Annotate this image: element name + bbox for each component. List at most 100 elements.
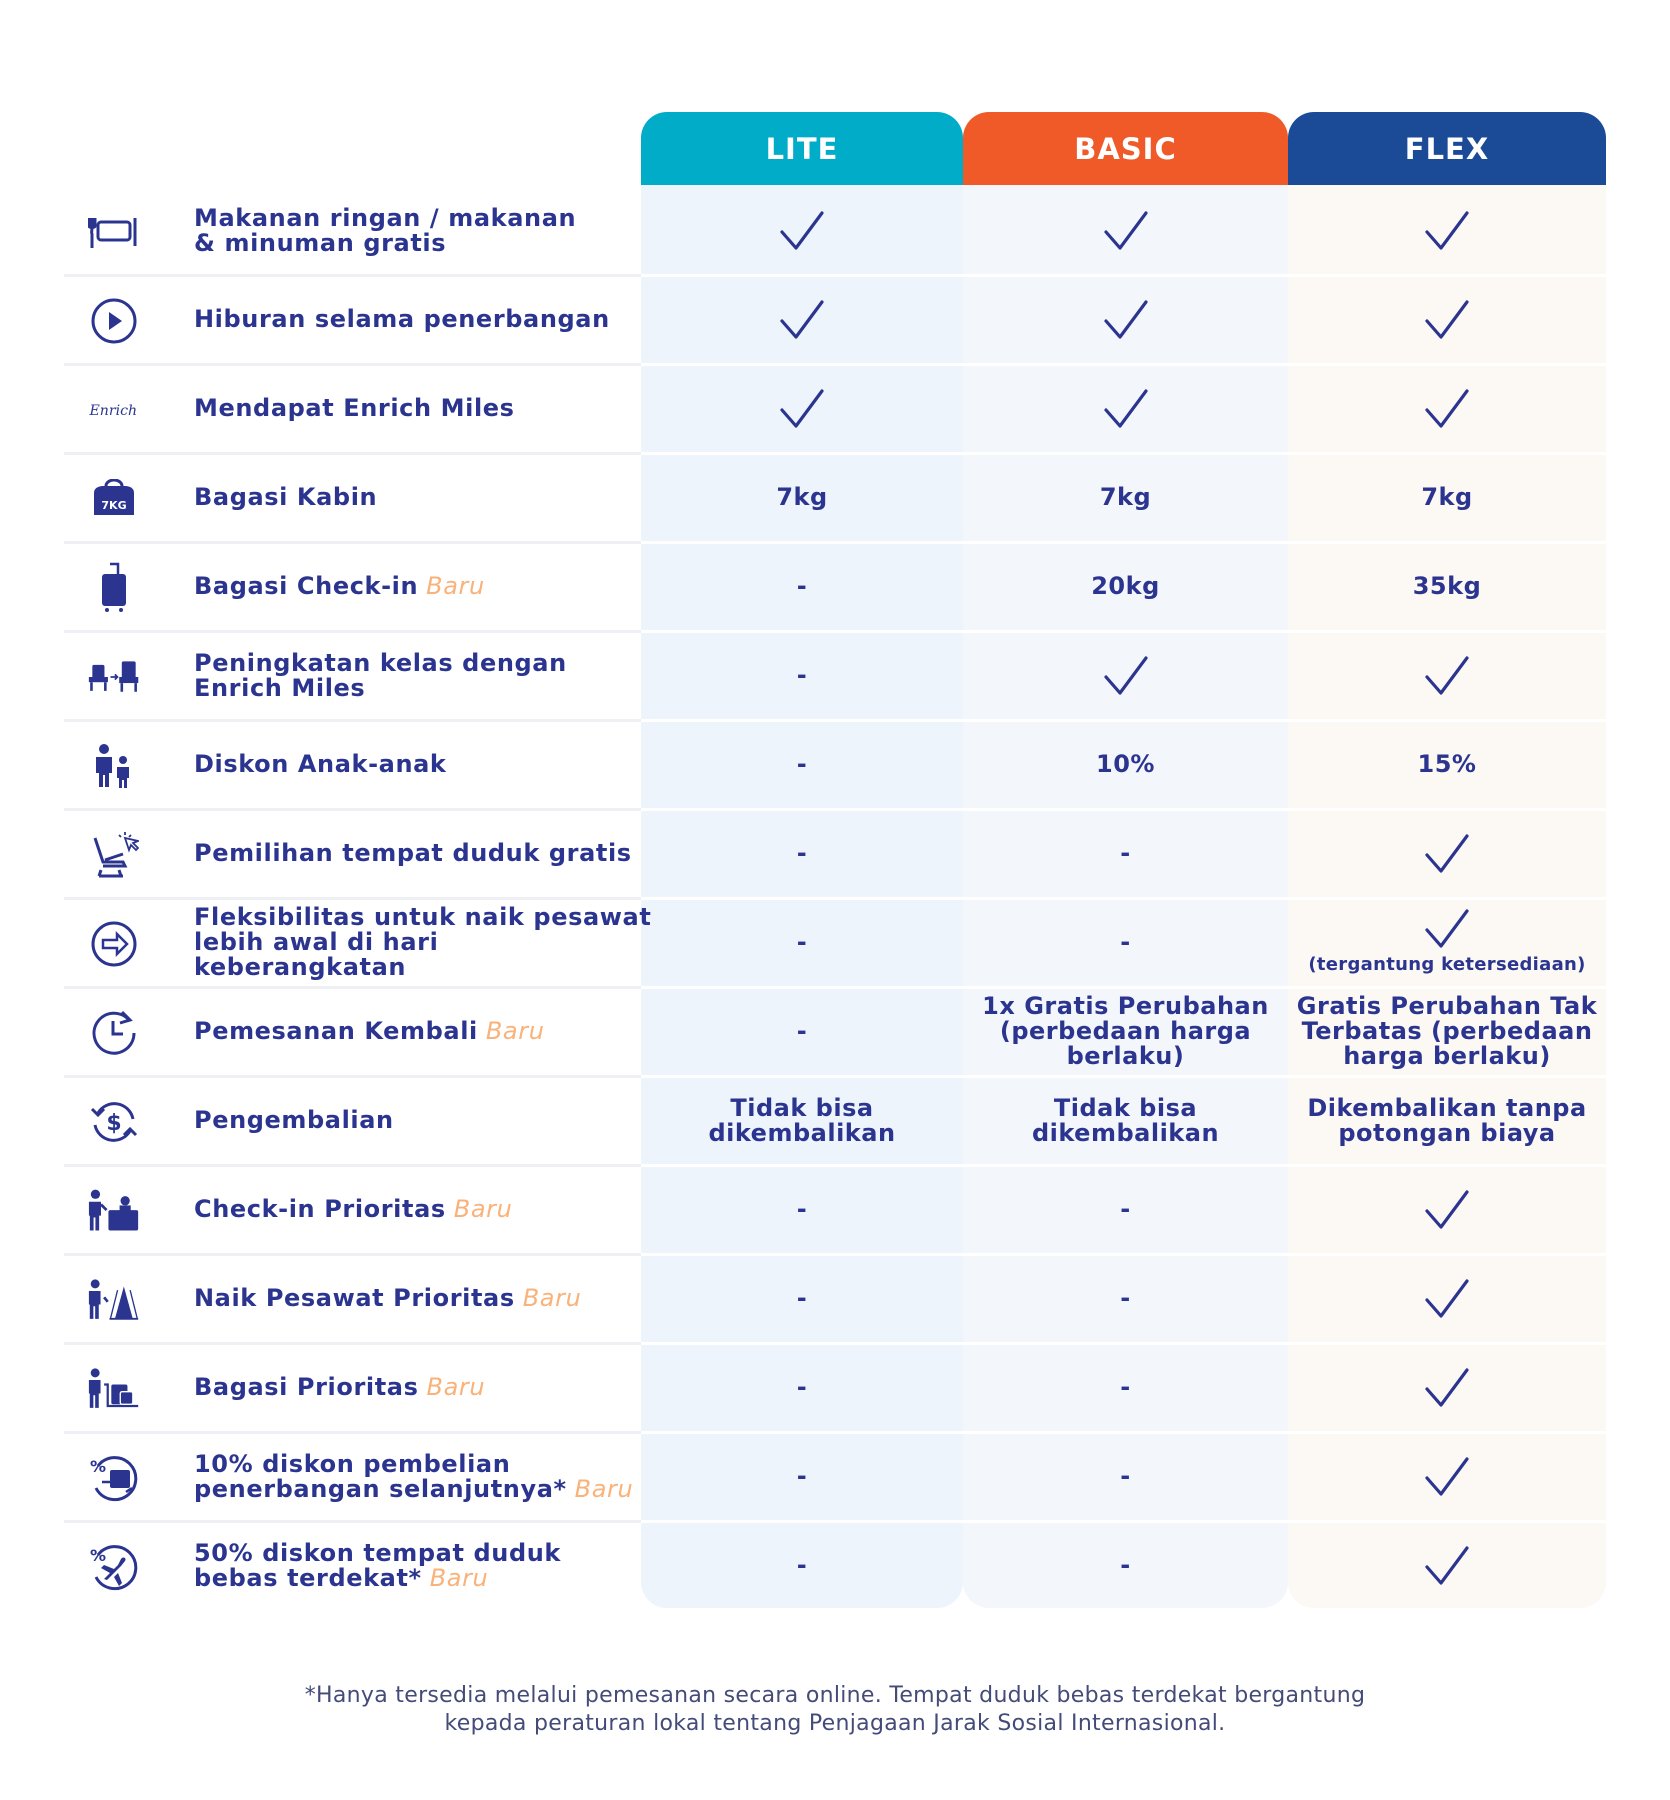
footnote-line: kepada peraturan lokal tentang Penjagaan… [444, 1711, 1226, 1736]
cell-flex [1288, 275, 1606, 364]
table-row: Peningkatan kelas dengan Enrich Miles - [64, 631, 1606, 720]
cell-value: - [797, 1286, 807, 1311]
cell-value-line: - [1120, 928, 1131, 956]
row-divider [64, 452, 641, 455]
cell-value: - [1120, 930, 1130, 955]
feature-label-text: 50% diskon tempat duduk [194, 1538, 561, 1567]
family-icon [88, 740, 140, 792]
cell-value: - [797, 930, 807, 955]
cell-value: 7kg [776, 485, 827, 510]
cell-value-line: 20kg [1091, 572, 1160, 600]
table-row: Pemesanan Kembali Baru - 1x Gratis Perubaha… [64, 987, 1606, 1076]
availability-note: (tergantung ketersediaan) [1308, 954, 1586, 975]
check-icon [1425, 1545, 1469, 1585]
check-icon [1103, 655, 1148, 695]
check-icon [780, 388, 824, 428]
cell-value-line: dikembalikan [708, 1118, 896, 1147]
check-icon [1103, 299, 1148, 339]
row-divider [641, 1075, 1606, 1078]
check-icon [1425, 833, 1469, 873]
feature-label-text: Makanan ringan / makanan [194, 203, 577, 232]
cell-value: Tidak bisa dikembalikan [708, 1095, 896, 1147]
feature-label-text: Naik Pesawat Prioritas [194, 1284, 515, 1312]
cell-basic: 1x Gratis Perubahan (perbedaan harga berla… [963, 987, 1288, 1076]
svg-text:7KG: 7KG [101, 499, 126, 512]
check-icon [1425, 210, 1469, 250]
cell-value-line: - [796, 661, 808, 689]
check-icon [1425, 388, 1469, 428]
cell-value-line: - [1120, 1195, 1131, 1223]
feature-label: Pemilihan tempat duduk gratis [194, 809, 654, 898]
cell-value: - [797, 1464, 807, 1489]
footnote: *Hanya tersedia melalui pemesanan secara… [0, 1682, 1670, 1738]
svg-text:%: % [90, 1546, 106, 1565]
check-icon [1103, 388, 1148, 428]
flexible-arrow-icon [88, 918, 140, 970]
meal-icon [88, 206, 140, 258]
feature-label-line: Check-in Prioritas Baru [194, 1197, 654, 1222]
cell-value: - [797, 841, 807, 866]
cell-value-line: harga berlaku) [1343, 1042, 1551, 1070]
new-badge: Baru [429, 1563, 489, 1592]
feature-label-text: penerbangan selanjutnya* [194, 1474, 567, 1503]
cell-value: - [797, 663, 807, 688]
cell-value-line: 10% [1096, 750, 1155, 778]
header-basic: BASIC [963, 112, 1288, 185]
check-icon [1425, 1367, 1469, 1407]
cell-flex: Dikembalikan tanpa potongan biaya [1288, 1076, 1606, 1165]
cell-lite: - [641, 1343, 963, 1432]
cell-value: - [1120, 1286, 1130, 1311]
check-icon [1425, 1456, 1469, 1496]
cell-lite: - [641, 1432, 963, 1521]
feature-label-line: Bagasi Check-in Baru [194, 574, 654, 599]
row-divider [641, 1164, 1606, 1167]
feature-label: Makanan ringan / makanan & minuman gratis [194, 186, 654, 275]
cell-value-line: - [1120, 1462, 1131, 1490]
footnote-line: *Hanya tersedia melalui pemesanan secara… [304, 1683, 1366, 1708]
feature-label: Bagasi Kabin [194, 453, 654, 542]
new-badge: Baru [574, 1474, 634, 1503]
cell-lite: - [641, 1254, 963, 1343]
table-row: % 50% diskon tempat duduk bebas terdekat* B… [64, 1521, 1606, 1610]
feature-label-line: Pemesanan Kembali Baru [194, 1019, 654, 1044]
cell-flex: Gratis Perubahan Tak Terbatas (perbedaan h… [1288, 987, 1606, 1076]
cell-value-line: - [1120, 839, 1131, 867]
cell-lite: 7kg [641, 453, 963, 542]
discount-seat-icon: % [88, 1541, 140, 1593]
feature-label-line: Makanan ringan / makanan [194, 203, 654, 232]
cell-value-line: - [796, 1284, 808, 1312]
cell-value-line: Dikembalikan tanpa [1307, 1093, 1587, 1122]
cell-basic: - [963, 1254, 1288, 1343]
cell-basic [963, 631, 1288, 720]
feature-label-line: Hiburan selama penerbangan [194, 307, 654, 332]
row-divider [64, 363, 641, 366]
cell-lite: - [641, 898, 963, 987]
row-divider [641, 986, 1606, 989]
feature-label: Pengembalian [194, 1076, 654, 1165]
feature-label-line: 10% diskon pembelian [194, 1451, 654, 1477]
cell-flex [1288, 631, 1606, 720]
cell-lite: Tidak bisa dikembalikan [641, 1076, 963, 1165]
cell-flex [1288, 186, 1606, 275]
cell-value-line: - [796, 839, 808, 867]
cell-value: - [797, 574, 807, 599]
cell-lite [641, 364, 963, 453]
feature-label: Fleksibilitas untuk naik pesawat lebih aw… [194, 898, 654, 987]
row-divider [64, 1520, 641, 1523]
cell-value: - [797, 752, 807, 777]
table-row: 7KG Bagasi Kabin 7kg 7kg 7kg [64, 453, 1606, 542]
feature-label-line: penerbangan selanjutnya* Baru [194, 1474, 654, 1503]
new-badge: Baru [522, 1284, 582, 1312]
rebook-clock-icon [88, 1007, 140, 1059]
cell-basic: 10% [963, 720, 1288, 809]
row-divider [641, 808, 1606, 811]
cell-value: Gratis Perubahan Tak Terbatas (perbedaan h… [1297, 994, 1597, 1069]
cell-value: - [1120, 1553, 1130, 1578]
cell-basic: 7kg [963, 453, 1288, 542]
cell-value: - [797, 1019, 807, 1044]
cell-value-line: - [1120, 1284, 1131, 1312]
cell-flex [1288, 809, 1606, 898]
table-row: Naik Pesawat Prioritas Baru - - [64, 1254, 1606, 1343]
row-divider [641, 630, 1606, 633]
cell-value-line: Terbatas (perbedaan [1301, 1017, 1593, 1045]
